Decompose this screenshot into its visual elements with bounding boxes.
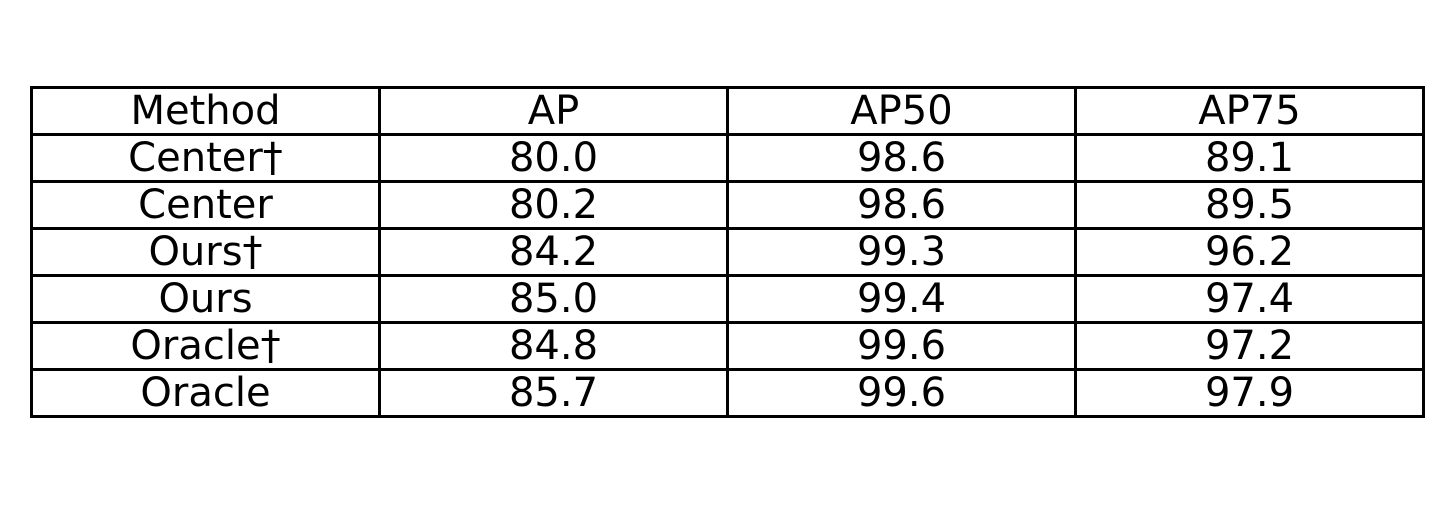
table-cell-ap75: 89.1 [1074, 133, 1425, 183]
table-cell-ap75: 96.2 [1074, 227, 1425, 277]
table-cell-ap: 84.2 [378, 227, 729, 277]
table-cell-method: Oracle [30, 368, 381, 418]
table-cell-ap: 80.0 [378, 133, 729, 183]
table-cell-method: Center [30, 180, 381, 230]
table-cell-ap: 84.8 [378, 321, 729, 371]
results-table-container: Method AP AP50 AP75 Center† 80.0 98.6 89.1 C… [30, 86, 1425, 418]
table-cell-ap50: 98.6 [726, 180, 1077, 230]
table-cell-ap75: 97.2 [1074, 321, 1425, 371]
table-row: Ours† 84.2 99.3 96.2 [30, 227, 1425, 277]
table-body: Center† 80.0 98.6 89.1 Center 80.2 98.6 89.5 Our… [30, 133, 1425, 418]
table-cell-method: Center† [30, 133, 381, 183]
table-cell-ap75: 97.9 [1074, 368, 1425, 418]
table-cell-method: Oracle† [30, 321, 381, 371]
table-cell-method: Ours† [30, 227, 381, 277]
table-row: Center 80.2 98.6 89.5 [30, 180, 1425, 230]
table-row: Oracle† 84.8 99.6 97.2 [30, 321, 1425, 371]
table-cell-ap50: 99.6 [726, 368, 1077, 418]
table-row: Oracle 85.7 99.6 97.9 [30, 368, 1425, 418]
table-cell-ap75: 97.4 [1074, 274, 1425, 324]
table-cell-ap: 85.7 [378, 368, 729, 418]
table-cell-ap: 85.0 [378, 274, 729, 324]
table-row: Ours 85.0 99.4 97.4 [30, 274, 1425, 324]
header-row: Method AP AP50 AP75 [30, 86, 1425, 136]
table-cell-ap50: 99.3 [726, 227, 1077, 277]
table-header: Method AP AP50 AP75 [30, 86, 1425, 136]
table-cell-ap50: 99.4 [726, 274, 1077, 324]
header-cell-ap50: AP50 [726, 86, 1077, 136]
table-cell-ap50: 99.6 [726, 321, 1077, 371]
header-cell-method: Method [30, 86, 381, 136]
header-cell-ap75: AP75 [1074, 86, 1425, 136]
results-table: Method AP AP50 AP75 Center† 80.0 98.6 89.1 C… [30, 86, 1425, 418]
header-cell-ap: AP [378, 86, 729, 136]
table-row: Center† 80.0 98.6 89.1 [30, 133, 1425, 183]
table-cell-ap50: 98.6 [726, 133, 1077, 183]
table-cell-ap75: 89.5 [1074, 180, 1425, 230]
table-cell-method: Ours [30, 274, 381, 324]
table-cell-ap: 80.2 [378, 180, 729, 230]
